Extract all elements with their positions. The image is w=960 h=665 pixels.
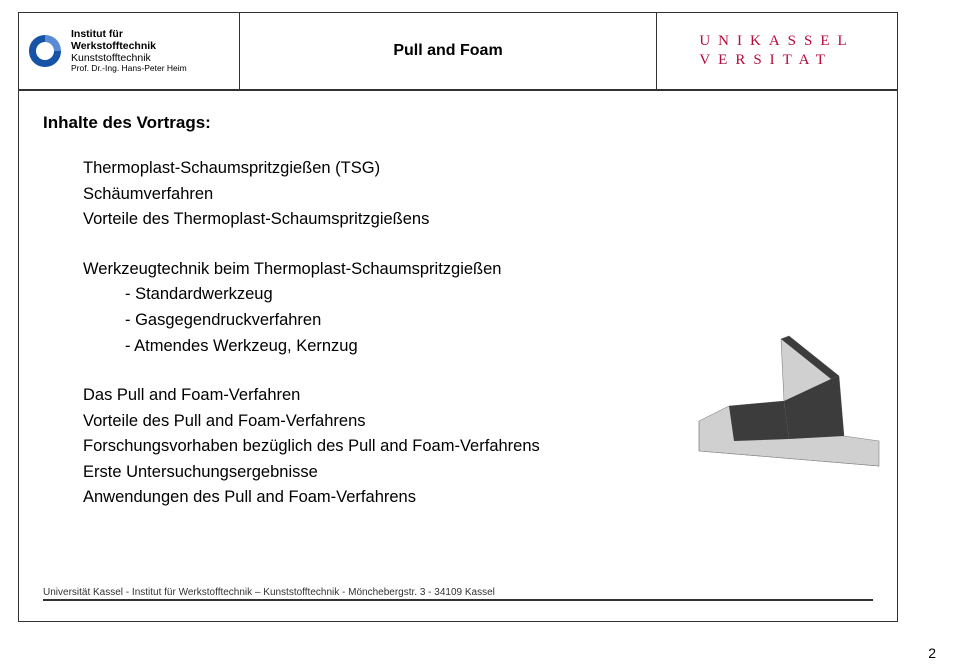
- institute-block: Institut für Werkstofftechnik Kunststoff…: [19, 13, 239, 89]
- b2-s1: - Standardwerkzeug: [83, 282, 873, 308]
- institute-text: Institut für Werkstofftechnik Kunststoff…: [71, 28, 187, 74]
- institute-line1: Institut für: [71, 28, 187, 40]
- b1-l1: Thermoplast-Schaumspritzgießen (TSG): [83, 156, 873, 182]
- slide-content: Inhalte des Vortrags: Thermoplast-Schaum…: [19, 91, 897, 511]
- institute-line4: Prof. Dr.-Ing. Hans-Peter Heim: [71, 64, 187, 74]
- university-logo: UNIKASSEL VERSITAT: [699, 32, 854, 71]
- slide-title: Pull and Foam: [393, 42, 502, 60]
- slide-frame: Institut für Werkstofftechnik Kunststoff…: [18, 12, 898, 622]
- institute-line2: Werkstofftechnik: [71, 40, 187, 52]
- page-number: 2: [928, 645, 936, 661]
- part-render-icon: [689, 321, 889, 471]
- b2-l1: Werkzeugtechnik beim Thermoplast-Schaums…: [83, 257, 873, 283]
- header-right: UNIKASSEL VERSITAT: [657, 13, 897, 89]
- content-heading: Inhalte des Vortrags:: [43, 109, 873, 136]
- uni-logo-row1: UNIKASSEL: [699, 32, 854, 52]
- b3-l5: Anwendungen des Pull and Foam-Verfahrens: [83, 485, 873, 511]
- footer-text: Universität Kassel - Institut für Werkst…: [43, 587, 873, 601]
- institute-logo-icon: [25, 31, 65, 71]
- b1-l2: Schäumverfahren: [83, 182, 873, 208]
- slide-footer: Universität Kassel - Institut für Werkst…: [43, 587, 873, 601]
- header-center: Pull and Foam: [239, 13, 657, 89]
- b1-l3: Vorteile des Thermoplast-Schaumspritzgie…: [83, 207, 873, 233]
- slide-header: Institut für Werkstofftechnik Kunststoff…: [19, 13, 897, 91]
- uni-logo-row2: VERSITAT: [699, 51, 854, 71]
